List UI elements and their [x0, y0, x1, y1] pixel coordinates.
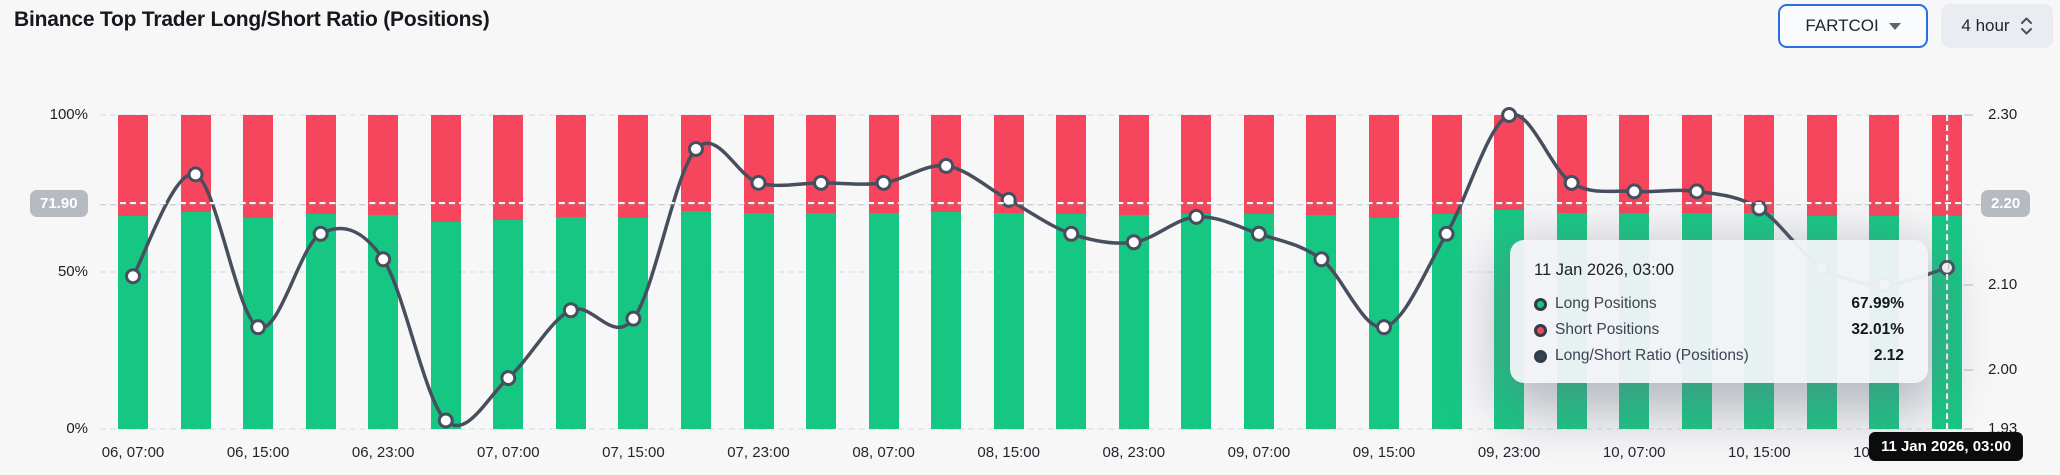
tooltip-ratio-value: 2.12 [1873, 347, 1904, 364]
right-axis-label: 2.10 [1988, 275, 2018, 293]
bar-short-segment[interactable] [1243, 115, 1274, 215]
bar-short-segment[interactable] [1118, 115, 1149, 215]
interval-select-value: 4 hour [1961, 16, 2010, 35]
x-axis-label: 09, 23:00 [1477, 444, 1541, 461]
interval-select[interactable]: 4 hour [1941, 4, 2053, 48]
x-axis-label: 08, 07:00 [852, 444, 915, 461]
bar-long-segment[interactable] [243, 217, 274, 429]
gridline [100, 428, 1962, 430]
bar-long-segment[interactable] [1306, 215, 1337, 429]
bar-long-segment[interactable] [118, 215, 148, 429]
x-axis-label: 07, 15:00 [602, 444, 665, 461]
bar-long-segment[interactable] [1056, 214, 1087, 429]
crosshair-horizontal-line [100, 202, 1981, 205]
bar-short-segment[interactable] [993, 115, 1024, 214]
bar-long-segment[interactable] [806, 212, 837, 429]
bar-short-segment[interactable] [1744, 115, 1775, 214]
bar-short-segment[interactable] [1181, 115, 1212, 214]
bar-short-segment[interactable] [1806, 115, 1837, 216]
bar-long-segment[interactable] [1243, 214, 1274, 429]
bar-long-segment[interactable] [1369, 217, 1399, 429]
x-axis-label: 07, 07:00 [477, 444, 540, 461]
crosshair-vertical-line [1945, 115, 1948, 429]
x-axis-label: 07, 23:00 [727, 444, 790, 461]
left-axis-label: 50% [57, 263, 88, 280]
bar-long-segment[interactable] [305, 214, 336, 429]
left-axis-label: 0% [66, 420, 88, 437]
bar-short-segment[interactable] [931, 115, 962, 212]
x-axis-label: 06, 23:00 [351, 444, 415, 461]
x-axis-label: 08, 23:00 [1102, 444, 1166, 461]
bar-short-segment[interactable] [1431, 115, 1462, 215]
x-axis-label: 06, 15:00 [226, 444, 290, 461]
right-axis-tick [1964, 114, 1973, 116]
right-axis-tick [1964, 368, 1973, 371]
symbol-select-value: FARTCOI [1805, 16, 1879, 35]
bar-short-segment[interactable] [180, 115, 211, 213]
chevron-down-icon [1888, 22, 1901, 30]
crosshair-date-badge: 11 Jan 2026, 03:00 [1868, 432, 2024, 461]
x-axis-label: 08, 15:00 [977, 444, 1040, 461]
tooltip-long-label: Long Positions [1555, 295, 1657, 312]
bar-short-segment[interactable] [1869, 115, 1900, 217]
chart-tooltip: 11 Jan 2026, 03:00 Long Positions 67.99%… [1510, 240, 1928, 383]
x-axis-label: 06, 07:00 [101, 444, 165, 461]
bar-long-segment[interactable] [743, 212, 774, 429]
x-axis-label: 09, 07:00 [1227, 444, 1291, 461]
bar-long-segment[interactable] [430, 221, 461, 429]
bar-short-segment[interactable] [1494, 115, 1525, 211]
tooltip-short-label: Short Positions [1555, 321, 1660, 338]
ratio-dot-icon [1534, 349, 1547, 363]
tooltip-ratio-label: Long/Short Ratio (Positions) [1555, 347, 1749, 364]
bar-short-segment[interactable] [305, 115, 336, 215]
bar-short-segment[interactable] [493, 115, 524, 220]
bar-long-segment[interactable] [868, 212, 899, 429]
bar-short-segment[interactable] [368, 115, 399, 216]
bar-long-segment[interactable] [1181, 213, 1212, 429]
tooltip-date: 11 Jan 2026, 03:00 [1534, 261, 1675, 279]
bar-short-segment[interactable] [806, 115, 837, 213]
right-axis-label: 2.00 [1988, 360, 2018, 378]
bar-long-segment[interactable] [493, 220, 524, 429]
long-dot-icon [1534, 297, 1547, 311]
x-axis-label: 10, 15:00 [1728, 444, 1791, 461]
bar-short-segment[interactable] [1306, 115, 1337, 216]
tooltip-row-short: Short Positions 32.01% [1534, 321, 1904, 339]
x-axis-label: 10, 07:00 [1602, 444, 1666, 461]
bar-long-segment[interactable] [680, 211, 711, 429]
bar-short-segment[interactable] [868, 115, 899, 213]
bar-short-segment[interactable] [118, 115, 148, 216]
bar-short-segment[interactable] [680, 115, 711, 212]
left-axis-label: 100% [49, 106, 88, 123]
bar-short-segment[interactable] [1681, 115, 1712, 213]
short-dot-icon [1534, 323, 1547, 337]
tooltip-row-ratio: Long/Short Ratio (Positions) 2.12 [1534, 347, 1904, 365]
crosshair-left-value-badge: 71.90 [30, 190, 88, 218]
tooltip-long-value: 67.99% [1851, 295, 1904, 312]
tooltip-short-value: 32.01% [1851, 321, 1904, 338]
bar-long-segment[interactable] [993, 213, 1024, 429]
bar-short-segment[interactable] [1056, 115, 1087, 215]
bar-long-segment[interactable] [931, 211, 962, 429]
bar-long-segment[interactable] [618, 217, 649, 429]
bar-short-segment[interactable] [1556, 115, 1587, 213]
bar-short-segment[interactable] [743, 115, 774, 213]
x-axis-label: 09, 15:00 [1352, 444, 1416, 461]
bar-long-segment[interactable] [1431, 214, 1462, 429]
bar-long-segment[interactable] [180, 212, 211, 429]
bar-long-segment[interactable] [1118, 214, 1149, 429]
up-down-chevrons-icon [2020, 17, 2033, 35]
right-axis-label: 2.30 [1988, 106, 2018, 123]
bar-long-segment[interactable] [555, 217, 586, 429]
right-axis-tick [1964, 283, 1973, 286]
bar-short-segment[interactable] [430, 115, 461, 222]
right-axis-tick [1964, 428, 1973, 430]
bar-short-segment[interactable] [1619, 115, 1650, 213]
symbol-select[interactable]: FARTCOI [1778, 4, 1928, 48]
bar-long-segment[interactable] [368, 215, 399, 429]
crosshair-right-value-badge: 2.20 [1981, 190, 2031, 218]
page-title: Binance Top Trader Long/Short Ratio (Pos… [14, 8, 490, 31]
tooltip-row-long: Long Positions 67.99% [1534, 295, 1904, 313]
